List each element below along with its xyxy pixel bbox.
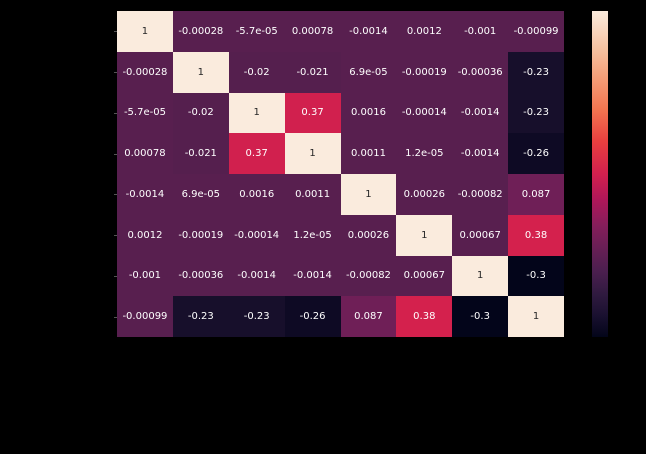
heatmap-cell: -0.00082 [452,174,509,215]
heatmap-cell: 1 [340,174,397,215]
heatmap-cell: 0.087 [508,174,564,215]
colorbar [592,11,608,337]
heatmap-cell: -5.7e-05 [117,92,173,134]
heatmap-cell: -0.0014 [228,255,285,297]
heatmap-cell: -0.00036 [172,255,229,297]
heatmap-cell: 6.9e-05 [172,174,229,215]
heatmap-cell: 0.087 [340,296,397,337]
heatmap-cell: 0.0011 [340,133,397,174]
heatmap-cell: -0.02 [228,51,285,93]
heatmap-cell: -0.3 [452,296,509,337]
heatmap-cell: -0.021 [284,51,341,93]
heatmap-cell: 0.0012 [117,214,173,256]
heatmap-cell: -0.23 [508,92,564,134]
heatmap-cell: 1.2e-05 [396,133,453,174]
heatmap-cell: -0.00014 [228,214,285,256]
heatmap-cell: -0.23 [508,51,564,93]
heatmap-cell: 0.00067 [396,255,453,297]
heatmap-cell: -0.00028 [117,51,173,93]
heatmap-cell: 1 [452,255,509,297]
heatmap-cell: -0.00019 [172,214,229,256]
heatmap-cell: 1 [172,51,229,93]
heatmap-cell: -0.0014 [340,11,397,52]
heatmap-cell: -0.0014 [452,133,509,174]
heatmap-cell: 0.00026 [396,174,453,215]
heatmap-cell: -5.7e-05 [228,11,285,52]
heatmap-cell: -0.23 [172,296,229,337]
y-tick-mark [114,72,117,74]
heatmap-cell: -0.0014 [452,92,509,134]
heatmap-cell: 1 [508,296,564,337]
heatmap-cell: 0.38 [508,214,564,256]
heatmap-cell: 0.0011 [284,174,341,215]
heatmap-cell: 0.0012 [396,11,453,52]
y-tick-mark [114,153,117,155]
heatmap-cell: -0.00082 [340,255,397,297]
heatmap-cell: -0.021 [172,133,229,174]
y-tick-mark [114,235,117,237]
heatmap-cell: -0.26 [284,296,341,337]
heatmap-cell: 1 [117,11,173,52]
heatmap-cell: -0.00019 [396,51,453,93]
heatmap-cell: -0.3 [508,255,564,297]
heatmap-cell: 0.37 [228,133,285,174]
heatmap-cell: 0.00078 [117,133,173,174]
heatmap-cell: -0.00028 [172,11,229,52]
heatmap-cell: 1 [228,92,285,134]
y-tick-mark [114,194,117,196]
heatmap-cell: -0.0014 [117,174,173,215]
heatmap-cell: 6.9e-05 [340,51,397,93]
heatmap-cell: -0.00036 [452,51,509,93]
heatmap-cell: 0.0016 [228,174,285,215]
heatmap-cell: 1.2e-05 [284,214,341,256]
heatmap-cell: 0.37 [284,92,341,134]
heatmap-cell: 1 [284,133,341,174]
y-tick-mark [114,316,117,318]
heatmap-cell: -0.001 [117,255,173,297]
heatmap-cell: 0.00067 [452,214,509,256]
heatmap-cell: -0.001 [452,11,509,52]
heatmap-cell: -0.0014 [284,255,341,297]
heatmap-cell: -0.00099 [508,11,564,52]
heatmap-cell: -0.00014 [396,92,453,134]
heatmap-cell: -0.26 [508,133,564,174]
heatmap-cell: -0.02 [172,92,229,134]
heatmap-cell: -0.23 [228,296,285,337]
heatmap-cell: -0.00099 [117,296,173,337]
heatmap-cell: 0.0016 [340,92,397,134]
heatmap-cell: 0.38 [396,296,453,337]
y-tick-mark [114,31,117,33]
y-tick-mark [114,112,117,114]
heatmap-cell: 0.00078 [284,11,341,52]
heatmap-cell: 1 [396,214,453,256]
correlation-heatmap: 1 -0.00028 -5.7e-05 0.00078 -0.0014 0.0012 -0.… [117,11,564,337]
y-tick-mark [114,275,117,277]
heatmap-cell: 0.00026 [340,214,397,256]
